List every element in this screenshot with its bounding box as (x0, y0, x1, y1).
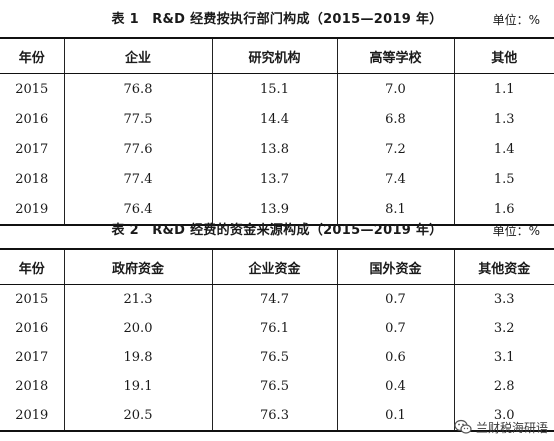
table-cell: 2017 (15, 350, 49, 365)
table-cell: 8.1 (336, 194, 454, 226)
table-cell: 7.0 (336, 73, 454, 104)
table-cell: 20.5 (63, 401, 212, 432)
table1-caption-row: 表 1 R&D 经费按执行部门构成（2015—2019 年） 单位：% (0, 8, 554, 32)
table1-unit: 单位：% (492, 13, 540, 27)
table-cell: 1.4 (453, 134, 554, 164)
table-cell: 19.8 (63, 343, 212, 372)
table-row: 2018 77.4 13.7 7.4 1.5 (0, 164, 554, 194)
table1-caption: 表 1 R&D 经费按执行部门构成（2015—2019 年） (111, 12, 443, 27)
table2-header-government: 政府资金 (63, 248, 212, 285)
table-cell: 13.8 (211, 134, 337, 164)
table-cell: 77.4 (63, 164, 212, 194)
table-cell: 2015 (15, 81, 49, 97)
table1: 年份 企业 研究机构 高等学校 其他 2015 76.8 15.1 7.0 1.… (0, 37, 554, 226)
table-cell: 0.4 (336, 372, 454, 401)
table-cell: 0.6 (336, 343, 454, 372)
table-cell: 2015 (15, 292, 49, 307)
table-cell: 77.5 (63, 104, 212, 134)
watermark-text: 兰财税海研语 (475, 420, 548, 435)
table1-header-other: 其他 (453, 37, 554, 74)
table-cell: 0.7 (336, 314, 454, 343)
table-row: 2016 20.0 76.1 0.7 3.2 (0, 314, 554, 343)
table2-header-enterprise: 企业资金 (211, 248, 337, 285)
table1-header-enterprise: 企业 (63, 37, 212, 74)
table1-header-university: 高等学校 (336, 37, 454, 74)
table2-unit: 单位：% (492, 224, 540, 238)
table-cell: 21.3 (63, 284, 212, 314)
table-cell: 14.4 (211, 104, 337, 134)
table-cell: 77.6 (63, 134, 212, 164)
table-cell: 2019 (0, 401, 64, 432)
table2-caption: 表 2 R&D 经费的资金来源构成（2015—2019 年） (111, 223, 443, 238)
table-cell: 2018 (15, 379, 49, 394)
table-cell: 2016 (15, 321, 49, 336)
table-cell: 2.8 (453, 372, 554, 401)
table-cell: 1.1 (453, 73, 554, 104)
table-cell: 2018 (15, 171, 49, 187)
table-cell: 76.1 (211, 314, 337, 343)
table-row: 2015 21.3 74.7 0.7 3.3 (0, 284, 554, 314)
table2-header-row: 年份 政府资金 企业资金 国外资金 其他资金 (0, 248, 554, 285)
table-cell: 76.5 (211, 343, 337, 372)
table-cell: 2016 (15, 111, 49, 127)
table-cell: 76.8 (63, 73, 212, 104)
table-row: 2018 19.1 76.5 0.4 2.8 (0, 372, 554, 401)
table-cell: 3.0 (453, 401, 554, 432)
table1-header-year: 年份 (0, 37, 64, 74)
table-cell: 76.3 (211, 401, 337, 432)
table-cell: 7.2 (336, 134, 454, 164)
table-cell: 1.3 (453, 104, 554, 134)
table2-header-other: 其他资金 (453, 248, 554, 285)
table-cell: 1.5 (453, 164, 554, 194)
table-cell: 0.1 (336, 401, 454, 432)
table-cell: 74.7 (211, 284, 337, 314)
table-cell: 1.6 (453, 194, 554, 226)
table-cell: 3.1 (453, 343, 554, 372)
table-cell: 20.0 (63, 314, 212, 343)
table-row: 2017 77.6 13.8 7.2 1.4 (0, 134, 554, 164)
table-cell: 13.7 (211, 164, 337, 194)
table2-header-year: 年份 (0, 248, 64, 285)
table2-header-foreign: 国外资金 (336, 248, 454, 285)
table-cell: 0.7 (336, 284, 454, 314)
table-row: 2019 76.4 13.9 8.1 1.6 (0, 194, 554, 226)
table2: 年份 政府资金 企业资金 国外资金 其他资金 2015 21.3 74.7 0.… (0, 248, 554, 432)
table-cell: 15.1 (211, 73, 337, 104)
table-row: 2017 19.8 76.5 0.6 3.1 (0, 343, 554, 372)
table-cell: 6.8 (336, 104, 454, 134)
table-row: 2019 20.5 76.3 0.1 3.0 (0, 401, 554, 432)
table-row: 2015 76.8 15.1 7.0 1.1 (0, 73, 554, 104)
table1-header-row: 年份 企业 研究机构 高等学校 其他 (0, 37, 554, 74)
table-cell: 2019 (0, 194, 64, 226)
table-cell: 3.3 (453, 284, 554, 314)
table-row: 2016 77.5 14.4 6.8 1.3 (0, 104, 554, 134)
table-cell: 2017 (15, 141, 49, 157)
table2-caption-row: 表 2 R&D 经费的资金来源构成（2015—2019 年） 单位：% (0, 219, 554, 243)
table-cell: 7.4 (336, 164, 454, 194)
table1-header-research-institute: 研究机构 (211, 37, 337, 74)
table-cell: 19.1 (63, 372, 212, 401)
table-cell: 76.4 (63, 194, 212, 226)
watermark: 兰财税海研语 (454, 417, 548, 437)
table-cell: 76.5 (211, 372, 337, 401)
wechat-icon (454, 419, 472, 435)
table-cell: 13.9 (211, 194, 337, 226)
table-cell: 3.2 (453, 314, 554, 343)
